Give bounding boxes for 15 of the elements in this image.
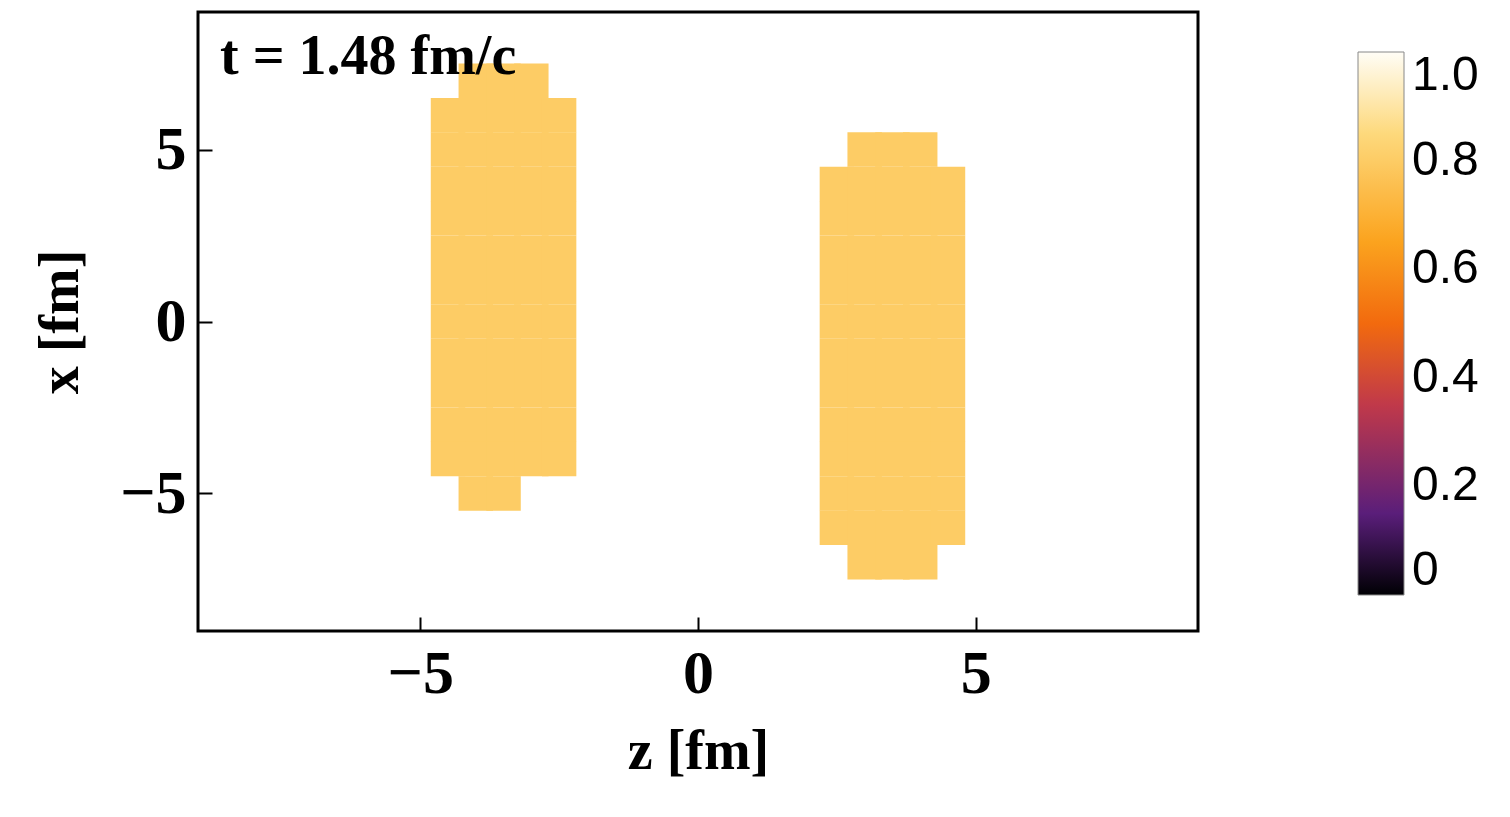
color-bar-label: 1.0 — [1412, 47, 1479, 100]
color-bar-label: 0.8 — [1412, 131, 1479, 185]
y-axis-title: x [fm] — [28, 249, 91, 395]
x-axis-title: z [fm] — [627, 718, 770, 781]
y-tick-label: −5 — [120, 457, 187, 526]
annotation: t = 1.48 fm/c — [220, 24, 517, 86]
x-tick-label: −5 — [387, 637, 454, 706]
color-bar-label: 0.6 — [1412, 240, 1479, 294]
y-tick-label: 0 — [155, 286, 187, 354]
color-bar-label: 0.4 — [1412, 348, 1479, 402]
x-tick-label: 0 — [683, 637, 714, 706]
color-bar-label: 0 — [1412, 542, 1439, 595]
x-tick-label: 5 — [960, 637, 992, 706]
y-tick-label: 5 — [155, 114, 187, 183]
color-bar-label: 0.2 — [1412, 457, 1479, 511]
